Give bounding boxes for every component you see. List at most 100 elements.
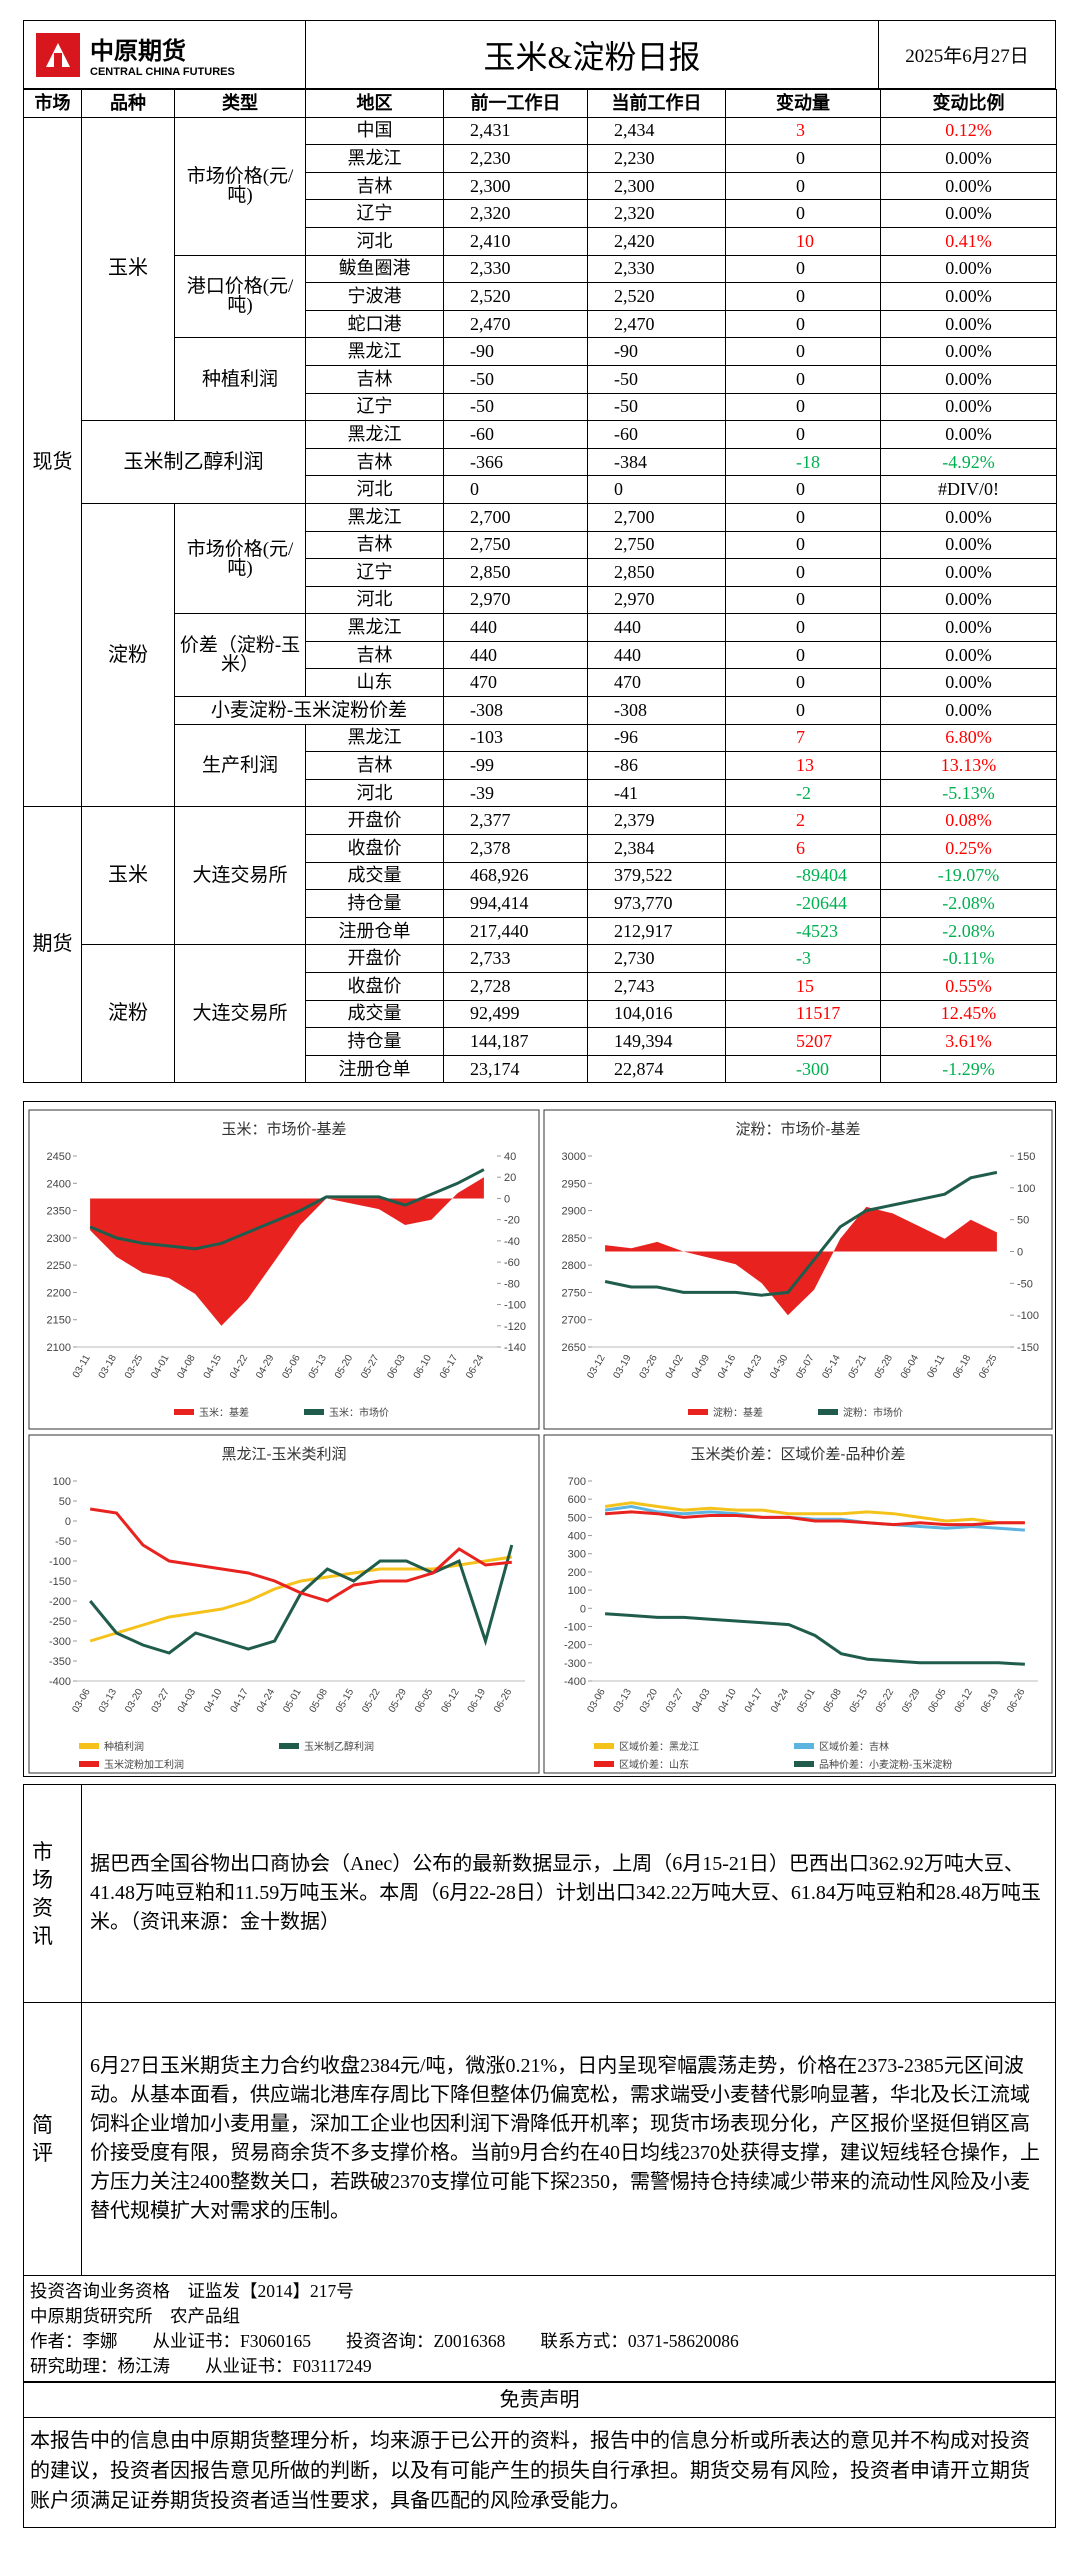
y-tick-label: 400 [568,1531,586,1543]
column-header: 前一工作日 [443,89,588,118]
value-cell: 2,377 [443,806,588,836]
table-row: 辽宁 2,850 2,850 0 0.00% [24,558,1057,587]
footer-line: 研究助理：杨江涛 从业证书：F03117249 [30,2356,372,2376]
value-cell: 2,410 [443,226,588,256]
y2-tick-label: 40 [504,1151,516,1163]
chart-title: 玉米：市场价-基差 [222,1121,347,1138]
y-tick-label: -300 [49,1636,71,1648]
value-cell: 470 [443,668,588,698]
value-cell: -90 [587,337,726,366]
value-cell: 2,420 [587,226,726,256]
y-tick-label: 2300 [47,1233,71,1245]
disclaimer-title: 免责声明 [23,2382,1056,2418]
table-row: 吉林 -50 -50 0 0.00% [24,364,1057,394]
value-cell: 2,970 [443,585,588,615]
region-cell: 收盘价 [305,834,444,863]
y-tick-label: 50 [59,1496,71,1508]
chart-frame [543,1434,1053,1774]
value-cell: -308 [587,696,726,725]
value-cell: 2,850 [587,558,726,587]
value-cell: 2,750 [443,530,588,560]
table-row: 持仓量 994,414 973,770 -20644 -2.08% [24,889,1057,918]
percent-cell: -2.08% [880,916,1057,946]
legend-swatch [79,1743,99,1749]
footer-line: 作者：李娜 从业证书：F3060165 投资咨询：Z0016368 联系方式：0… [30,2331,739,2351]
value-cell: 2,470 [443,309,588,339]
y2-tick-label: -100 [1017,1310,1039,1322]
column-header: 变动比例 [880,89,1057,118]
y-tick-label: 600 [568,1494,586,1506]
value-cell: 2,520 [587,282,726,311]
table-row: 山东 470 470 0 0.00% [24,668,1057,698]
region-cell: 吉林 [305,640,444,670]
value-cell: 2,330 [443,254,588,284]
chart-frame [28,1109,540,1430]
disclaimer-text: 本报告中的信息由中原期货整理分析，均来源于已公开的资料，报告中的信息分析或所表达… [23,2418,1056,2528]
value-cell: 2,970 [587,585,726,615]
change-cell: -89404 [725,861,881,891]
change-cell: 0 [725,475,881,504]
y2-tick-label: -80 [504,1278,520,1290]
region-cell: 鲅鱼圈港 [305,254,444,284]
value-cell: 2,470 [587,309,726,339]
legend-label: 玉米：市场价 [329,1406,389,1419]
value-cell: 440 [587,613,726,642]
value-cell: 468,926 [443,861,588,891]
line [604,1612,1025,1666]
type-cell: 生产利润 [174,723,306,808]
table-row: 黑龙江 2,230 2,230 0 0.00% [24,144,1057,173]
region-cell: 注册仓单 [305,916,444,946]
percent-cell: 0.08% [880,806,1057,836]
logo-text-en: CENTRAL CHINA FUTURES [90,66,235,78]
value-cell: -50 [587,364,726,394]
value-cell: -366 [443,447,588,477]
change-cell: 3 [725,116,881,146]
percent-cell: 6.80% [880,723,1057,753]
review-text: 6月27日玉米期货主力合约收盘2384元/吨，微涨0.21%，日内呈现窄幅震荡走… [90,2055,1040,2222]
legend-swatch [304,1409,324,1415]
percent-cell: -4.92% [880,447,1057,477]
percent-cell: 0.00% [880,254,1057,284]
value-cell: 2,434 [587,116,726,146]
percent-cell: 0.41% [880,226,1057,256]
table-row: 收盘价 2,378 2,384 6 0.25% [24,834,1057,863]
legend-swatch [594,1761,614,1767]
change-cell: 0 [725,585,881,615]
y-tick-label: 100 [53,1476,71,1488]
region-cell: 吉林 [305,751,444,780]
table-row: 小麦淀粉-玉米淀粉价差 -308 -308 0 0.00% [24,696,1057,725]
region-cell: 蛇口港 [305,309,444,339]
y-tick-label: 2350 [47,1206,71,1218]
value-cell: 2,730 [587,944,726,973]
change-cell: 0 [725,502,881,532]
type-cell: 大连交易所 [174,806,306,946]
y-tick-label: 2150 [47,1315,71,1327]
table-row: 注册仓单 23,174 22,874 -300 -1.29% [24,1054,1057,1084]
percent-cell: -2.08% [880,889,1057,918]
value-cell: -308 [443,696,588,725]
value-cell: 212,917 [587,916,726,946]
table-row: 现货 玉米 市场价格(元/吨) 中国 2,431 2,434 3 0.12% [23,116,1057,808]
market-cell: 期货 [23,806,82,1084]
section-label: 市场资讯 [24,1785,82,2002]
value-cell: 2,379 [587,806,726,836]
percent-cell: -0.11% [880,944,1057,973]
value-cell: 149,394 [587,1027,726,1056]
y-tick-label: 2200 [47,1287,71,1299]
y-tick-label: -400 [49,1676,71,1688]
region-cell: 黑龙江 [305,337,444,366]
y-tick-label: -300 [564,1658,586,1670]
value-cell: -96 [587,723,726,753]
table-row: 成交量 468,926 379,522 -89404 -19.07% [24,861,1057,891]
change-cell: 0 [725,309,881,339]
legend-label: 区域价差：山东 [619,1758,689,1771]
type-cell: 港口价格(元/吨) [174,254,306,339]
y2-tick-label: -40 [504,1236,520,1248]
value-cell: -50 [587,392,726,422]
table-row: 生产利润 黑龙江 -103 -96 7 6.80% [24,723,1057,808]
value-cell: 0 [443,475,588,504]
percent-cell: -19.07% [880,861,1057,891]
y2-tick-label: -120 [504,1321,526,1333]
legend-label: 玉米淀粉加工利润 [104,1758,184,1771]
